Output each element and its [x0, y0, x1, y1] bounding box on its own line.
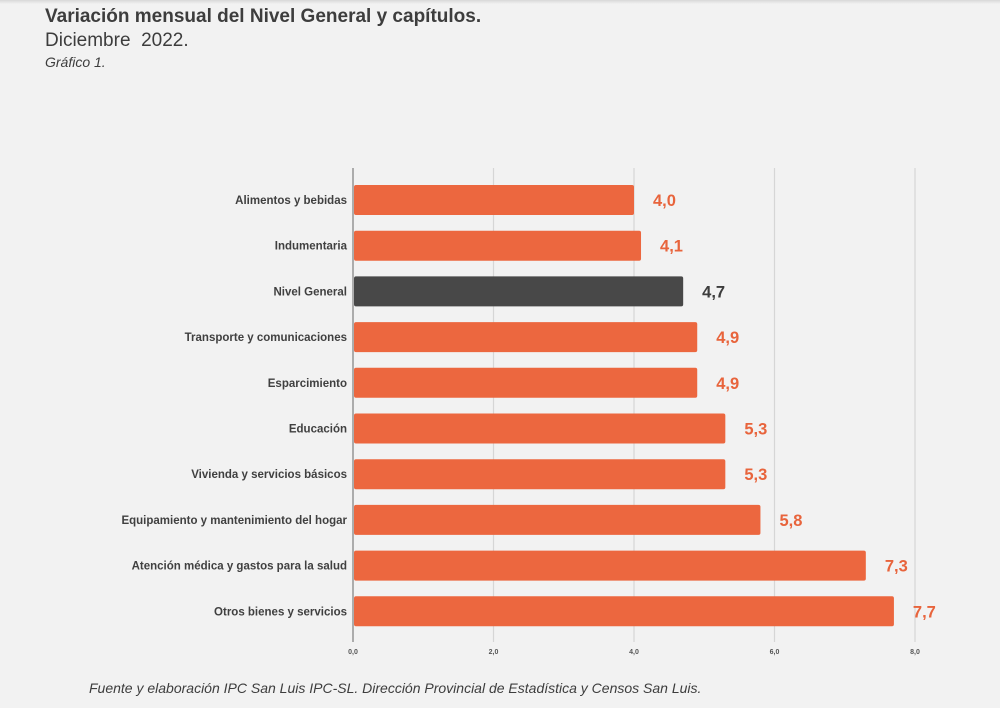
x-tick-label: 2,0 [489, 649, 499, 656]
bar-3 [354, 276, 684, 307]
chart-caption: Gráfico 1. [45, 54, 106, 70]
category-label: Vivienda y servicios básicos [191, 469, 347, 481]
category-label: Educación [289, 424, 347, 436]
value-label: 5,3 [744, 466, 767, 484]
value-axis: 0,0 2,0 4,0 6,0 8,0 [348, 168, 920, 656]
value-label: 4,7 [702, 283, 725, 301]
value-label: 4,9 [716, 329, 739, 347]
category-axis: Alimentos y bebidas Indumentaria Nivel Gen… [121, 195, 347, 618]
value-label: 4,1 [660, 238, 683, 256]
bar-2 [354, 230, 642, 261]
bar-7 [354, 459, 726, 490]
bar-5 [354, 367, 698, 398]
category-label: Atención médica y gastos para la salud [132, 561, 347, 573]
category-label: Indumentaria [275, 241, 348, 253]
bar-6 [354, 413, 726, 444]
value-label: 7,7 [913, 603, 936, 621]
source-note: Fuente y elaboración IPC San Luis IPC-SL… [89, 680, 702, 696]
bar-10 [354, 596, 894, 627]
category-label: Otros bienes y servicios [214, 606, 347, 618]
chart-subtitle: Diciembre 2022. [45, 30, 189, 51]
bars [354, 185, 894, 627]
value-label: 4,9 [716, 375, 739, 393]
x-tick-label: 6,0 [770, 649, 780, 656]
category-label: Nivel General [273, 286, 347, 298]
category-label: Transporte y comunicaciones [185, 332, 347, 344]
bar-9 [354, 550, 866, 581]
x-tick-label: 0,0 [348, 649, 358, 656]
category-label: Alimentos y bebidas [235, 195, 347, 207]
category-label: Esparcimiento [268, 378, 347, 390]
value-label: 7,3 [885, 558, 908, 576]
x-tick-label: 8,0 [910, 649, 920, 656]
bar-1 [354, 185, 634, 215]
value-label: 5,3 [744, 421, 767, 439]
value-label: 5,8 [779, 512, 802, 530]
bar-8 [354, 504, 761, 535]
chart-title: Variación mensual del Nivel General y ca… [45, 6, 482, 27]
bar-4 [354, 322, 698, 353]
top-shadow [0, 0, 1000, 4]
category-label: Equipamiento y mantenimiento del hogar [121, 515, 347, 527]
x-tick-label: 4,0 [629, 649, 639, 656]
value-label: 4,0 [653, 192, 676, 210]
value-labels: 4,0 4,1 4,7 4,9 4,9 5,3 5,3 5,8 7,3 7,7 [653, 192, 936, 621]
